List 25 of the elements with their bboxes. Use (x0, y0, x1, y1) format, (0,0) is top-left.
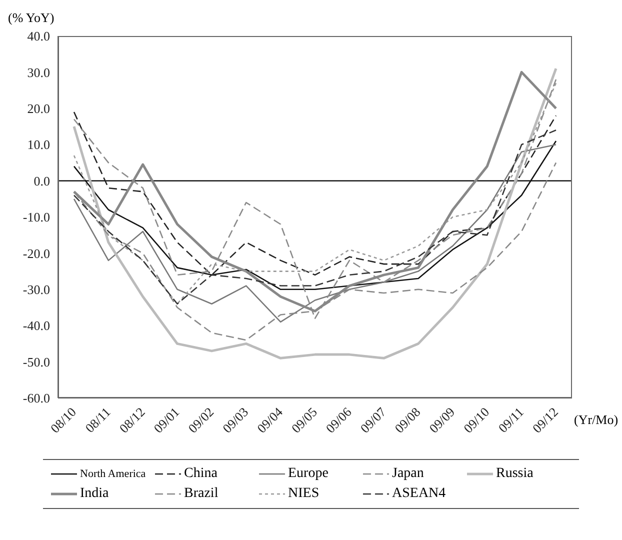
legend-label: India (80, 486, 109, 502)
legend-label: NIES (288, 486, 320, 502)
legend-label: Europe (288, 466, 328, 482)
y-tick-label: 10.0 (27, 137, 50, 152)
y-tick-label: 0.0 (34, 173, 50, 188)
y-tick-label: -40.0 (22, 318, 50, 334)
x-axis-title: (Yr/Mo) (574, 412, 618, 428)
legend-label: ASEAN4 (392, 486, 446, 502)
line-series (73, 111, 557, 276)
y-tick-label: -60.0 (22, 390, 50, 406)
y-tick-label: 20.0 (27, 101, 50, 116)
legend-label: North America (80, 468, 146, 480)
y-tick-label: 30.0 (27, 64, 50, 80)
legend-label: China (184, 466, 218, 482)
y-tick-label: -30.0 (22, 282, 50, 298)
legend-label: Brazil (184, 486, 218, 502)
legend-label: Russia (496, 466, 534, 482)
y-axis-title: (% YoY) (8, 10, 54, 26)
y-tick-label: -20.0 (22, 246, 50, 261)
y-tick-label: 40.0 (27, 28, 50, 44)
line-series (73, 144, 557, 323)
y-tick-label: -10.0 (22, 210, 50, 225)
y-tick-label: -50.0 (22, 354, 50, 370)
legend-label: Japan (392, 466, 424, 482)
line-series (72, 67, 558, 360)
